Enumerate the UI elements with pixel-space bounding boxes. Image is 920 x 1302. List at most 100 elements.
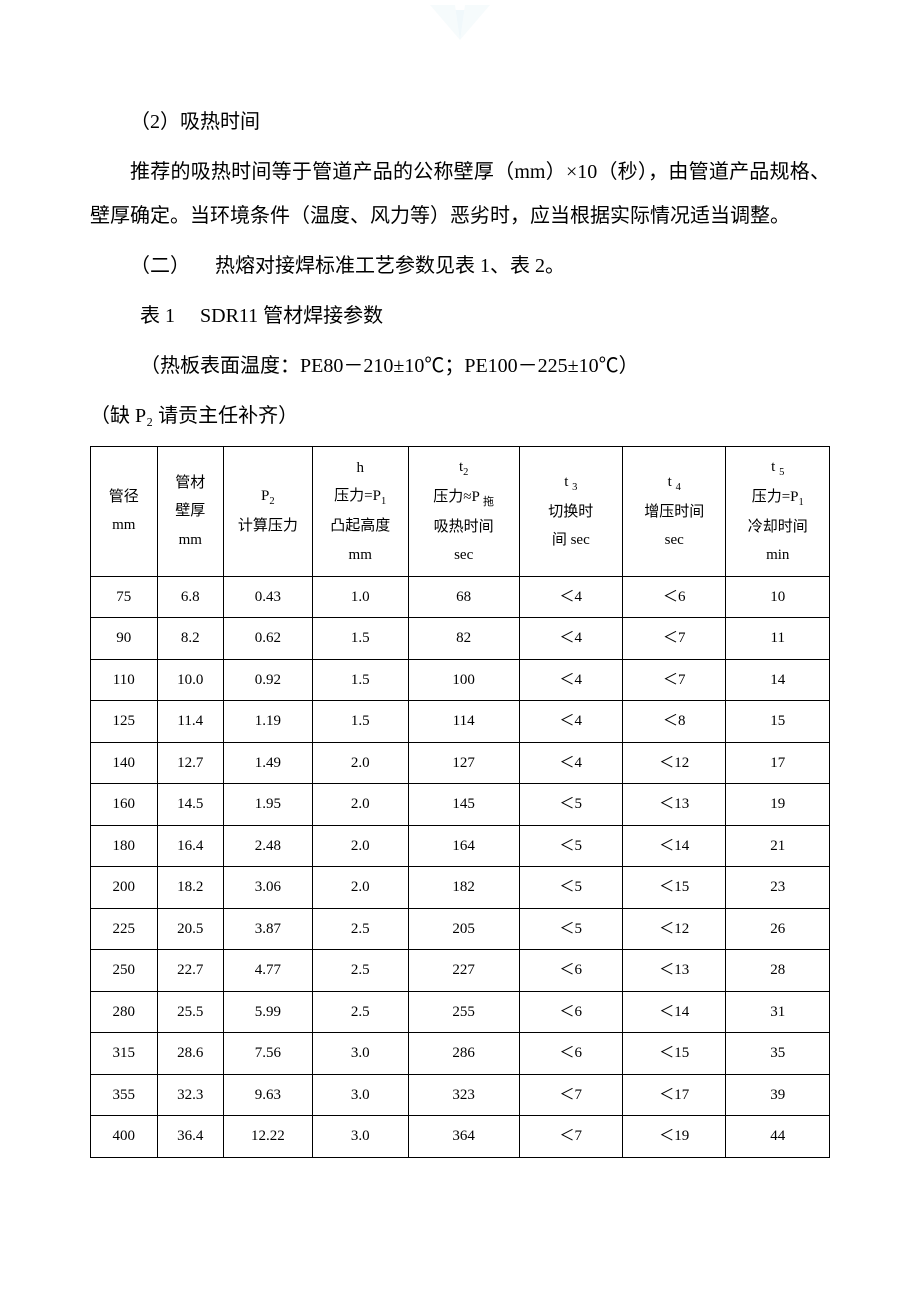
table-header-cell: P2计算压力 <box>224 447 313 577</box>
table-row: 40036.412.223.0364＜7＜1944 <box>91 1116 830 1158</box>
table-row: 11010.00.921.5100＜4＜714 <box>91 659 830 701</box>
table-cell: 225 <box>91 908 158 950</box>
table-cell: 205 <box>408 908 519 950</box>
table-cell: ＜8 <box>623 701 726 743</box>
table-cell: 8.2 <box>157 618 224 660</box>
table-cell: 2.5 <box>312 950 408 992</box>
table-cell: 44 <box>726 1116 830 1158</box>
table-cell: ＜6 <box>519 1033 622 1075</box>
table-row: 20018.23.062.0182＜5＜1523 <box>91 867 830 909</box>
table-cell: 0.62 <box>224 618 313 660</box>
table-cell: 25.5 <box>157 991 224 1033</box>
table-header-cell: t 5压力=P1冷却时间min <box>726 447 830 577</box>
table-cell: 145 <box>408 784 519 826</box>
table-header-cell: t 3切换时间 sec <box>519 447 622 577</box>
table-cell: 323 <box>408 1074 519 1116</box>
table-row: 22520.53.872.5205＜5＜1226 <box>91 908 830 950</box>
table-cell: 0.43 <box>224 576 313 618</box>
table-cell: 9.63 <box>224 1074 313 1116</box>
table-cell: 3.0 <box>312 1116 408 1158</box>
table-cell: ＜7 <box>519 1116 622 1158</box>
table1-title: 表 1 SDR11 管材焊接参数 <box>90 294 830 338</box>
table-row: 31528.67.563.0286＜6＜1535 <box>91 1033 830 1075</box>
table-cell: 2.5 <box>312 991 408 1033</box>
table-cell: 6.8 <box>157 576 224 618</box>
table-row: 908.20.621.582＜4＜711 <box>91 618 830 660</box>
table-cell: 125 <box>91 701 158 743</box>
table-cell: ＜6 <box>623 576 726 618</box>
table-cell: ＜15 <box>623 867 726 909</box>
table-row: 35532.39.633.0323＜7＜1739 <box>91 1074 830 1116</box>
table-cell: 3.0 <box>312 1033 408 1075</box>
table-cell: 14 <box>726 659 830 701</box>
table-cell: 5.99 <box>224 991 313 1033</box>
table-header-cell: t2压力≈P 拖吸热时间sec <box>408 447 519 577</box>
table-cell: 286 <box>408 1033 519 1075</box>
table-cell: ＜4 <box>519 576 622 618</box>
table-cell: 3.06 <box>224 867 313 909</box>
table-cell: 28 <box>726 950 830 992</box>
table-cell: 280 <box>91 991 158 1033</box>
table-cell: 10 <box>726 576 830 618</box>
table-cell: 1.49 <box>224 742 313 784</box>
table-cell: ＜6 <box>519 950 622 992</box>
table-cell: 160 <box>91 784 158 826</box>
table-cell: ＜4 <box>519 659 622 701</box>
table-cell: ＜5 <box>519 867 622 909</box>
table-cell: ＜14 <box>623 991 726 1033</box>
table-cell: 3.87 <box>224 908 313 950</box>
table-cell: 11 <box>726 618 830 660</box>
table-cell: 90 <box>91 618 158 660</box>
table-cell: 4.77 <box>224 950 313 992</box>
table-cell: 35 <box>726 1033 830 1075</box>
table-cell: 100 <box>408 659 519 701</box>
section-heading: （2）吸热时间 <box>90 100 830 144</box>
table-cell: 16.4 <box>157 825 224 867</box>
welding-parameters-table: 管径mm管材壁厚mmP2计算压力h压力=P1凸起高度mmt2压力≈P 拖吸热时间… <box>90 446 830 1158</box>
table-cell: 15 <box>726 701 830 743</box>
table-cell: 1.5 <box>312 659 408 701</box>
table-cell: 1.95 <box>224 784 313 826</box>
table-cell: 114 <box>408 701 519 743</box>
table-cell: ＜14 <box>623 825 726 867</box>
table-body: 756.80.431.068＜4＜610908.20.621.582＜4＜711… <box>91 576 830 1157</box>
table-cell: 19 <box>726 784 830 826</box>
table-cell: 12.22 <box>224 1116 313 1158</box>
table-cell: 250 <box>91 950 158 992</box>
table-cell: ＜4 <box>519 742 622 784</box>
table-row: 756.80.431.068＜4＜610 <box>91 576 830 618</box>
table-row: 25022.74.772.5227＜6＜1328 <box>91 950 830 992</box>
table-cell: 12.7 <box>157 742 224 784</box>
table-header-cell: h压力=P1凸起高度mm <box>312 447 408 577</box>
table-cell: 2.0 <box>312 867 408 909</box>
table-cell: 1.19 <box>224 701 313 743</box>
table-cell: ＜7 <box>623 618 726 660</box>
table-cell: 32.3 <box>157 1074 224 1116</box>
table-cell: ＜7 <box>519 1074 622 1116</box>
table-cell: ＜19 <box>623 1116 726 1158</box>
table-cell: 227 <box>408 950 519 992</box>
table-cell: 28.6 <box>157 1033 224 1075</box>
table-cell: 21 <box>726 825 830 867</box>
table-cell: 182 <box>408 867 519 909</box>
table-cell: 14.5 <box>157 784 224 826</box>
table-cell: 1.5 <box>312 701 408 743</box>
table-cell: 140 <box>91 742 158 784</box>
table-cell: 75 <box>91 576 158 618</box>
table-header-cell: 管材壁厚mm <box>157 447 224 577</box>
table-header-cell: t 4增压时间sec <box>623 447 726 577</box>
table-cell: 0.92 <box>224 659 313 701</box>
table-header-cell: 管径mm <box>91 447 158 577</box>
table-header-row: 管径mm管材壁厚mmP2计算压力h压力=P1凸起高度mmt2压力≈P 拖吸热时间… <box>91 447 830 577</box>
table-cell: ＜4 <box>519 618 622 660</box>
table-cell: 36.4 <box>157 1116 224 1158</box>
paragraph-absorption-time: 推荐的吸热时间等于管道产品的公称壁厚（mm）×10（秒），由管道产品规格、壁厚确… <box>90 150 830 238</box>
table-cell: 2.5 <box>312 908 408 950</box>
table-cell: 164 <box>408 825 519 867</box>
table-row: 16014.51.952.0145＜5＜1319 <box>91 784 830 826</box>
table-row: 12511.41.191.5114＜4＜815 <box>91 701 830 743</box>
table-cell: 3.0 <box>312 1074 408 1116</box>
table-row: 14012.71.492.0127＜4＜1217 <box>91 742 830 784</box>
table-cell: ＜5 <box>519 784 622 826</box>
table-cell: 82 <box>408 618 519 660</box>
